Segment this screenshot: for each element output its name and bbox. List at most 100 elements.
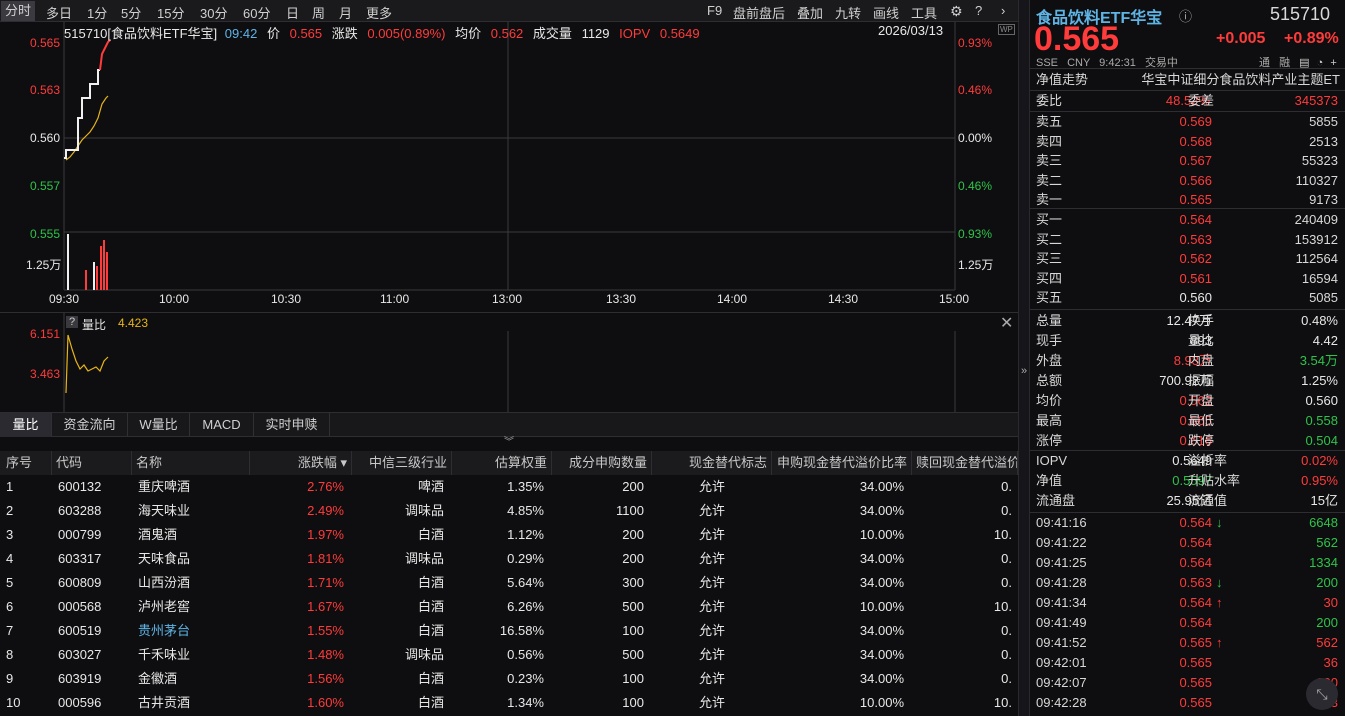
- bids-level[interactable]: 买五 0.560 5085: [1030, 288, 1345, 308]
- table-row[interactable]: 1 600132 重庆啤酒 2.76% 啤酒 1.35% 200 允许 34.00% 0.: [0, 475, 1018, 499]
- chart-price: 0.565: [289, 26, 323, 41]
- bids-level[interactable]: 买一 0.564 240409: [1030, 210, 1345, 230]
- level-price: 0.566: [1179, 172, 1212, 188]
- table-cell: 34.00%: [859, 671, 904, 686]
- tab-liangbi[interactable]: 量比: [0, 413, 52, 437]
- table-row[interactable]: 5 600809 山西汾酒 1.71% 白酒 5.64% 300 允许 34.00% 0.: [0, 571, 1018, 595]
- period-tab-week[interactable]: 周: [312, 6, 326, 21]
- period-tab-1min[interactable]: 1分: [87, 6, 108, 21]
- stat-label: 开盘: [1188, 393, 1215, 408]
- col-header-code[interactable]: 代码: [52, 451, 132, 475]
- panel-divider[interactable]: »: [1018, 0, 1030, 716]
- tab-capital-flow[interactable]: 资金流向: [52, 413, 128, 437]
- stat-row: 总量 12.47万 换手 0.48%: [1030, 311, 1345, 331]
- col-header-red-premium[interactable]: 赎回现金替代溢价: [912, 451, 1018, 475]
- col-header-sub-premium[interactable]: 申购现金替代溢价比率: [772, 451, 912, 475]
- level-label: 买二: [1036, 231, 1063, 247]
- col-header-industry[interactable]: 中信三级行业: [352, 451, 452, 475]
- col-header-sub-qty[interactable]: 成分申购数量: [552, 451, 652, 475]
- table-cell: 0.: [1001, 647, 1012, 662]
- tick-price: 0.564: [1179, 555, 1212, 570]
- period-tab-60min[interactable]: 60分: [243, 6, 271, 21]
- table-row[interactable]: 4 603317 天味食品 1.81% 调味品 0.29% 200 允许 34.00% 0.: [0, 547, 1018, 571]
- level-price: 0.564: [1179, 212, 1212, 227]
- add-icon[interactable]: +: [1330, 57, 1337, 69]
- table-cell: 2: [6, 503, 14, 518]
- period-tab-day[interactable]: 日: [286, 6, 300, 21]
- overlay-button[interactable]: 叠加: [797, 6, 824, 21]
- bell-icon[interactable]: ◔: [1316, 57, 1324, 69]
- chevron-right-icon[interactable]: ›: [1001, 3, 1006, 18]
- level-volume: 9173: [1309, 192, 1338, 208]
- chart-vol-label: 成交量: [532, 26, 572, 41]
- period-tab-fenshi[interactable]: 分时: [1, 1, 36, 21]
- table-row[interactable]: 10 000596 古井贡酒 1.60% 白酒 1.34% 100 允许 10.00% 10.: [0, 691, 1018, 715]
- jiuzhuan-button[interactable]: 九转: [835, 6, 862, 21]
- asks-level[interactable]: 卖五 0.569 5855: [1030, 112, 1345, 132]
- period-tab-15min[interactable]: 15分: [157, 6, 185, 21]
- table-row[interactable]: 3 000799 酒鬼酒 1.97% 白酒 1.12% 200 允许 10.00% 10.: [0, 523, 1018, 547]
- tick-time: 09:41:28: [1036, 575, 1087, 590]
- bids-level[interactable]: 买三 0.562 112564: [1030, 249, 1345, 269]
- help-icon[interactable]: ?: [975, 3, 983, 18]
- period-tab-month[interactable]: 月: [339, 6, 353, 21]
- x-tick-1400: 14:00: [717, 292, 748, 306]
- table-cell: 白酒: [417, 527, 444, 542]
- table-cell: 4.85%: [507, 503, 544, 518]
- settings-icon[interactable]: ⚙: [950, 3, 963, 19]
- table-row[interactable]: 2 603288 海天味业 2.49% 调味品 4.85% 1100 允许 34.00% 0.: [0, 499, 1018, 523]
- table-row[interactable]: 6 000568 泸州老窖 1.67% 白酒 6.26% 500 允许 10.00% 10.: [0, 595, 1018, 619]
- nav-row[interactable]: 净值走势 华宝中证细分食品饮料产业主题ET: [1030, 70, 1345, 90]
- last-price: 0.565: [1034, 20, 1120, 58]
- info-icon[interactable]: ⓘ: [1179, 9, 1193, 24]
- price-line-white: [64, 69, 100, 159]
- f9-button[interactable]: F9: [707, 3, 723, 18]
- asks-level[interactable]: 卖四 0.568 2513: [1030, 132, 1345, 152]
- col-header-pct[interactable]: 涨跌幅 ▾: [250, 451, 352, 475]
- table-cell: 白酒: [417, 671, 444, 686]
- collapse-toggle-icon[interactable]: ︾: [504, 437, 514, 448]
- tools-button[interactable]: 工具: [911, 6, 938, 21]
- table-cell: 海天味业: [138, 503, 191, 518]
- intraday-chart[interactable]: 515710[食品饮料ETF华宝] 09:42 价 0.565 涨跌 0.005…: [0, 22, 1018, 312]
- indicator-help-icon[interactable]: ?: [66, 316, 79, 328]
- tab-realtime-redemption[interactable]: 实时申赎: [254, 413, 330, 437]
- expand-icon[interactable]: »: [1021, 365, 1028, 377]
- expand-arrows-icon[interactable]: ⤡: [1306, 678, 1338, 710]
- draw-line-button[interactable]: 画线: [873, 6, 900, 21]
- table-row[interactable]: 7 600519 贵州茅台 1.55% 白酒 16.58% 100 允许 34.00% 0.: [0, 619, 1018, 643]
- close-icon[interactable]: ✕: [1000, 315, 1014, 332]
- liangbi-line: [65, 334, 109, 394]
- period-tab-5min[interactable]: 5分: [121, 6, 142, 21]
- tick-row: 09:41:52 0.565 ↑ 562: [1030, 633, 1345, 653]
- table-row[interactable]: 9 603919 金徽酒 1.56% 白酒 0.23% 100 允许 34.00% 0.: [0, 667, 1018, 691]
- table-row[interactable]: 8 603027 千禾味业 1.48% 调味品 0.56% 500 允许 34.00% 0.: [0, 643, 1018, 667]
- tab-macd[interactable]: MACD: [190, 413, 254, 437]
- asks-level[interactable]: 卖三 0.567 55323: [1030, 151, 1345, 171]
- col-header-name[interactable]: 名称: [132, 451, 250, 475]
- period-tab-multiday[interactable]: 多日: [46, 6, 73, 21]
- wp-icon[interactable]: WP: [998, 24, 1015, 35]
- asks-level[interactable]: 卖二 0.566 110327: [1030, 171, 1345, 191]
- col-header-cash-flag[interactable]: 现金替代标志: [652, 451, 772, 475]
- table-cell: 4: [6, 551, 14, 566]
- bids-level[interactable]: 买二 0.563 153912: [1030, 230, 1345, 250]
- level-volume: 153912: [1294, 231, 1338, 247]
- period-tab-30min[interactable]: 30分: [200, 6, 228, 21]
- stat-value: 8.93万: [1173, 353, 1212, 368]
- stat-label: 最高: [1036, 413, 1063, 428]
- level-volume: 16594: [1301, 270, 1338, 286]
- bids-level[interactable]: 买四 0.561 16594: [1030, 269, 1345, 289]
- doc-icon[interactable]: ▤: [1299, 57, 1310, 69]
- indicator-panel[interactable]: ? 量比 4.423 6.151 3.463 ✕: [0, 312, 1018, 413]
- col-header-weight[interactable]: 估算权重: [452, 451, 552, 475]
- asks-level[interactable]: 卖一 0.565 9173: [1030, 190, 1345, 210]
- col-header-index[interactable]: 序号: [0, 451, 52, 475]
- table-cell: 金徽酒: [138, 671, 178, 686]
- premarket-button[interactable]: 盘前盘后: [733, 6, 786, 21]
- table-cell: 0.: [1001, 479, 1012, 494]
- x-tick-1130-1300: 13:00: [492, 292, 523, 306]
- tab-w-liangbi[interactable]: W量比: [128, 413, 190, 437]
- more-button[interactable]: 更多: [366, 6, 393, 21]
- table-cell: 000799: [58, 527, 102, 542]
